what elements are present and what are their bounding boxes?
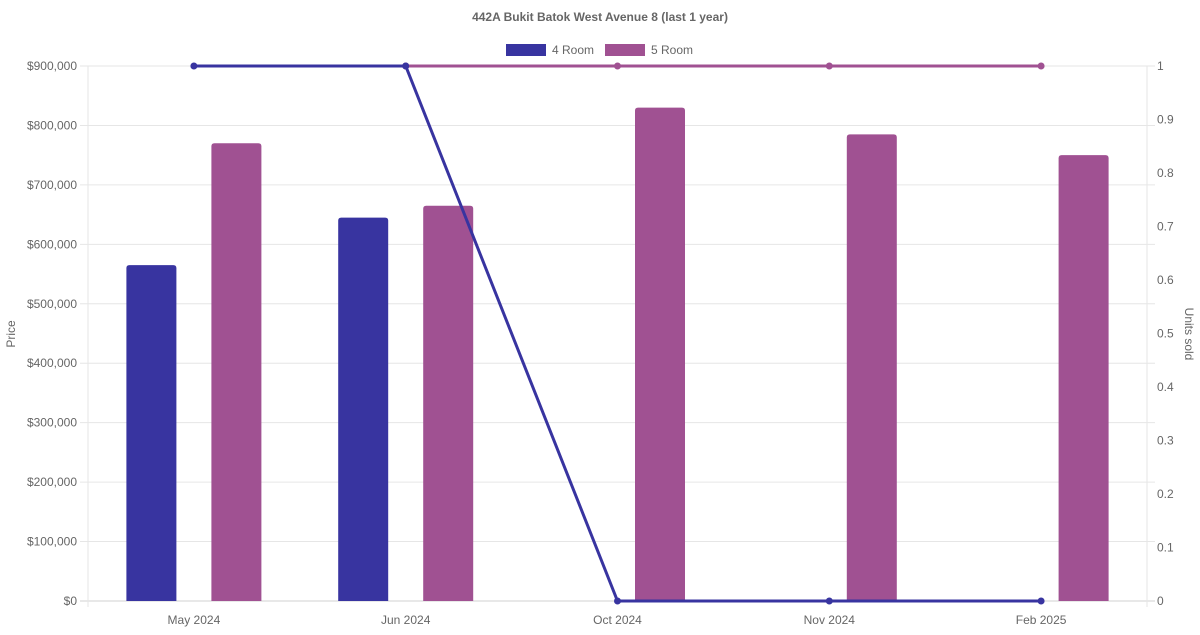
point-units-4-room[interactable] (825, 597, 833, 605)
y-left-tick-label: $700,000 (27, 178, 77, 192)
y-left-tick-label: $900,000 (27, 59, 77, 73)
bar-4-room[interactable] (338, 217, 389, 602)
lines (190, 62, 1045, 605)
y-left-tick-label: $200,000 (27, 475, 77, 489)
bar-4-room[interactable] (126, 265, 177, 601)
y-right-tick-label: 0 (1157, 594, 1164, 608)
chart-title: 442A Bukit Batok West Avenue 8 (last 1 y… (472, 10, 728, 24)
y-left-tick-label: $0 (64, 594, 78, 608)
x-axis-ticks: May 2024 Jun 2024 Oct 2024 Nov 2024 Feb 2025 (168, 613, 1067, 627)
y-right-tick-label: 1 (1157, 59, 1164, 73)
y-axis-right-label: Units sold (1182, 308, 1196, 361)
point-units-5-room[interactable] (1037, 62, 1045, 70)
y-left-tick-label: $400,000 (27, 356, 77, 370)
point-units-5-room[interactable] (825, 62, 833, 70)
y-right-tick-label: 0.4 (1157, 380, 1174, 394)
bar-5-room[interactable] (635, 107, 685, 601)
x-tick-label: Feb 2025 (1016, 613, 1067, 627)
y-left-tick-label: $800,000 (27, 118, 77, 132)
point-units-4-room[interactable] (402, 62, 410, 70)
point-units-5-room[interactable] (614, 62, 621, 70)
legend-label-5-room[interactable]: 5 Room (651, 43, 693, 57)
y-right-tick-label: 0.1 (1157, 541, 1174, 555)
legend: 4 Room 5 Room (506, 43, 693, 57)
bar-5-room[interactable] (846, 134, 897, 601)
y-axis-right-ticks: 0 0.1 0.2 0.3 0.4 0.5 0.6 0.7 0.8 0.9 1 (1157, 59, 1174, 608)
point-units-4-room[interactable] (614, 597, 621, 605)
y-left-tick-label: $100,000 (27, 535, 77, 549)
bars (126, 107, 1109, 602)
x-tick-label: Nov 2024 (804, 613, 856, 627)
y-right-tick-label: 0.3 (1157, 434, 1174, 448)
bar-5-room[interactable] (1058, 155, 1109, 601)
x-tick-label: Oct 2024 (593, 613, 642, 627)
point-units-4-room[interactable] (1037, 597, 1045, 605)
y-right-tick-label: 0.5 (1157, 327, 1174, 341)
y-right-tick-label: 0.2 (1157, 487, 1174, 501)
y-right-tick-label: 0.6 (1157, 273, 1174, 287)
bar-5-room[interactable] (423, 205, 474, 601)
y-right-tick-label: 0.7 (1157, 220, 1174, 234)
y-axis-left-label: Price (4, 320, 18, 348)
bar-5-room[interactable] (211, 143, 262, 601)
line-units-4-room (193, 64, 1042, 603)
legend-label-4-room[interactable]: 4 Room (552, 43, 594, 57)
legend-swatch-5-room[interactable] (605, 44, 645, 56)
y-right-tick-label: 0.8 (1157, 166, 1174, 180)
y-left-tick-label: $300,000 (27, 416, 77, 430)
y-axis-left-ticks: $0 $100,000 $200,000 $300,000 $400,000 $500,0… (27, 59, 77, 608)
x-tick-label: May 2024 (168, 613, 221, 627)
legend-swatch-4-room[interactable] (506, 44, 546, 56)
y-left-tick-label: $500,000 (27, 297, 77, 311)
point-units-4-room[interactable] (190, 62, 198, 70)
y-left-tick-label: $600,000 (27, 237, 77, 251)
y-right-tick-label: 0.9 (1157, 113, 1174, 127)
x-tick-label: Jun 2024 (381, 613, 431, 627)
